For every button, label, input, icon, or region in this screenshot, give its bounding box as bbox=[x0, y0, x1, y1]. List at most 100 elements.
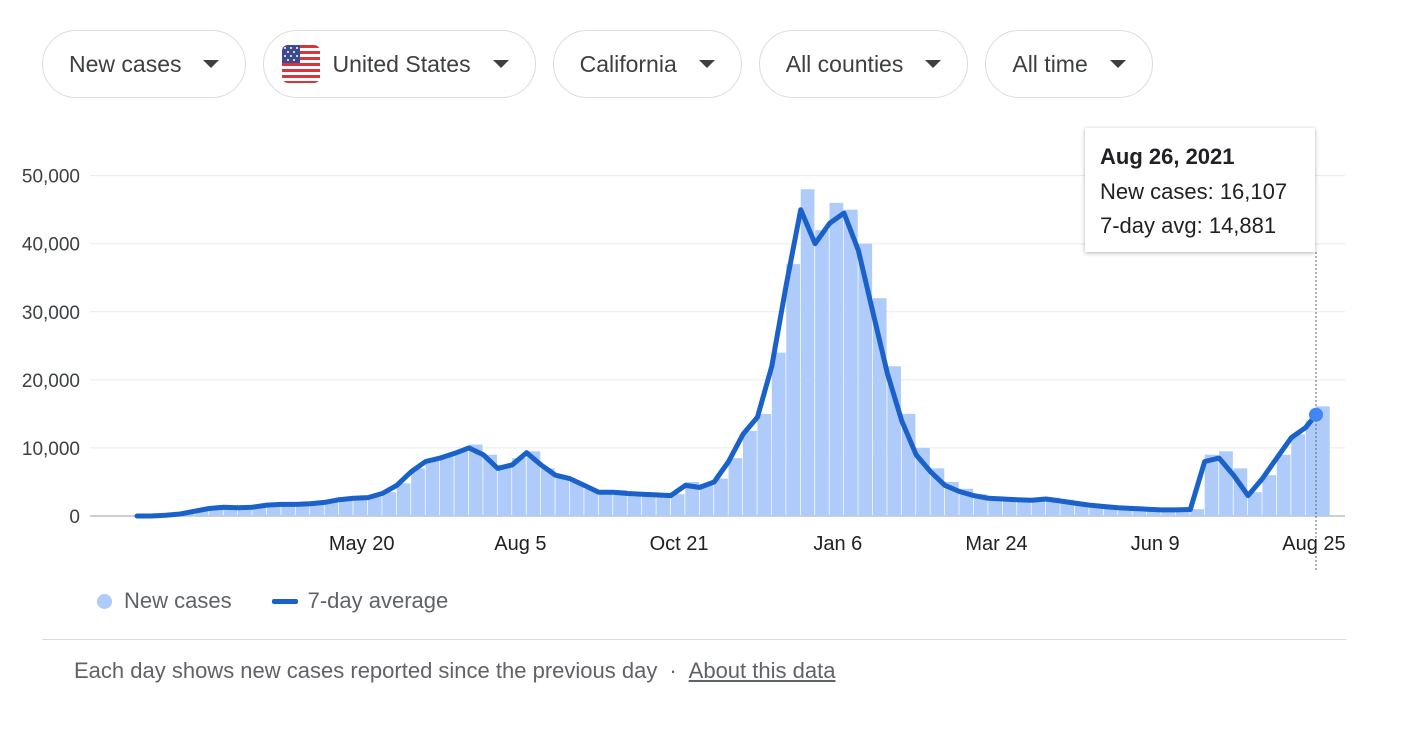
new-cases-bar bbox=[627, 493, 642, 516]
new-cases-bar bbox=[367, 496, 382, 516]
y-tick-label: 20,000 bbox=[22, 371, 80, 392]
new-cases-bar bbox=[252, 506, 267, 516]
period-dropdown[interactable]: All time bbox=[985, 30, 1153, 98]
x-tick-label: Jun 9 bbox=[1131, 533, 1180, 555]
new-cases-bar bbox=[237, 507, 252, 516]
footer-separator: · bbox=[669, 658, 677, 683]
new-cases-bar bbox=[223, 507, 238, 516]
tooltip-seven-day-avg: 7-day avg: 14,881 bbox=[1100, 213, 1277, 238]
new-cases-bar bbox=[555, 476, 570, 516]
new-cases-bar bbox=[266, 504, 281, 516]
x-tick-label: Jan 6 bbox=[813, 533, 862, 555]
new-cases-bar bbox=[194, 511, 209, 516]
new-cases-bar bbox=[497, 464, 512, 516]
period-dropdown-label: All time bbox=[1012, 50, 1088, 77]
tooltip-date: Aug 26, 2021 bbox=[1100, 144, 1235, 169]
county-dropdown-label: All counties bbox=[785, 50, 904, 77]
new-cases-bar bbox=[1316, 406, 1330, 516]
y-tick-label: 0 bbox=[69, 507, 80, 528]
new-cases-bar bbox=[757, 413, 772, 516]
new-cases-bar bbox=[1103, 505, 1118, 516]
new-cases-bar bbox=[584, 488, 598, 516]
new-cases-bar bbox=[411, 468, 425, 516]
new-cases-bar bbox=[1002, 497, 1017, 516]
new-cases-bar bbox=[699, 485, 714, 516]
chart-tooltip: Aug 26, 2021 New cases: 16,107 7-day avg… bbox=[1085, 128, 1315, 252]
y-tick-label: 50,000 bbox=[22, 167, 80, 188]
about-this-data-link[interactable]: About this data bbox=[688, 658, 836, 683]
new-cases-bar bbox=[468, 444, 483, 516]
new-cases-bar bbox=[540, 468, 555, 516]
new-cases-bar bbox=[1031, 498, 1046, 516]
new-cases-bar bbox=[685, 481, 699, 516]
caret-down-icon bbox=[203, 60, 220, 68]
new-cases-bar bbox=[771, 352, 786, 516]
new-cases-bar bbox=[295, 504, 310, 516]
new-cases-bar bbox=[656, 494, 671, 516]
y-tick-label: 40,000 bbox=[22, 235, 80, 256]
x-tick-label: Oct 21 bbox=[650, 533, 709, 555]
country-dropdown-label: United States bbox=[332, 50, 471, 77]
new-cases-bar bbox=[1262, 475, 1277, 516]
county-dropdown[interactable]: All counties bbox=[758, 30, 969, 98]
chart-legend: New cases 7-day average bbox=[97, 588, 448, 614]
caret-down-icon bbox=[698, 60, 715, 68]
new-cases-bar bbox=[454, 451, 469, 516]
seven-day-average-line bbox=[134, 207, 1319, 519]
new-cases-bar bbox=[1291, 434, 1305, 516]
x-axis: May 20 Aug 5 Oct 21 Jan 6 Mar 24 Jun 9 Aug 25 bbox=[329, 533, 1346, 555]
new-cases-bar bbox=[324, 501, 339, 516]
new-cases-bar bbox=[353, 498, 368, 516]
new-cases-bar bbox=[1247, 492, 1262, 516]
new-cases-bar bbox=[209, 508, 223, 516]
new-cases-bar bbox=[641, 494, 656, 516]
new-cases-bar bbox=[425, 460, 440, 516]
new-cases-bar bbox=[815, 230, 829, 516]
legend-new-cases-label: New cases bbox=[124, 588, 232, 613]
filter-bar: New cases U bbox=[42, 30, 1153, 98]
new-cases-bar bbox=[396, 483, 411, 516]
new-cases-legend-dot-icon bbox=[97, 593, 112, 609]
new-cases-bar bbox=[1276, 454, 1291, 516]
footer-divider bbox=[42, 639, 1346, 640]
new-cases-bar bbox=[1146, 509, 1161, 516]
new-cases-bar bbox=[1190, 509, 1204, 516]
cases-chart[interactable]: 0 10,000 20,000 30,000 40,000 50,000 May 20 Au… bbox=[0, 0, 1414, 590]
caret-down-icon bbox=[1109, 60, 1126, 68]
new-cases-bar bbox=[310, 503, 324, 516]
new-cases-bar bbox=[439, 455, 454, 516]
chart-footer: Each day shows new cases reported since … bbox=[74, 658, 835, 684]
new-cases-bar bbox=[613, 490, 627, 516]
country-dropdown[interactable]: United States bbox=[263, 30, 536, 98]
y-tick-label: 30,000 bbox=[22, 303, 80, 324]
hover-point-marker bbox=[1309, 407, 1323, 422]
new-cases-bar bbox=[569, 481, 584, 516]
new-cases-bar bbox=[512, 458, 526, 516]
new-cases-bar bbox=[1118, 507, 1132, 516]
new-cases-bar bbox=[1161, 509, 1176, 516]
new-cases-bar bbox=[526, 451, 541, 516]
caret-down-icon bbox=[925, 60, 942, 68]
metric-dropdown[interactable]: New cases bbox=[42, 30, 247, 98]
y-axis: 0 10,000 20,000 30,000 40,000 50,000 bbox=[22, 167, 80, 528]
region-dropdown-label: California bbox=[579, 50, 677, 77]
new-cases-bar bbox=[338, 498, 353, 516]
new-cases-bar bbox=[786, 264, 800, 516]
new-cases-bar bbox=[1204, 454, 1219, 516]
new-cases-bar bbox=[800, 189, 815, 516]
new-cases-bar bbox=[829, 202, 844, 516]
new-cases-bar bbox=[742, 430, 757, 516]
us-flag-icon bbox=[282, 45, 321, 83]
new-cases-bar bbox=[843, 209, 858, 516]
x-tick-label: Mar 24 bbox=[965, 533, 1027, 555]
new-cases-bar bbox=[1175, 509, 1190, 516]
new-cases-bar bbox=[714, 478, 728, 516]
new-cases-bar bbox=[1017, 498, 1031, 516]
new-cases-bar bbox=[382, 492, 396, 516]
new-cases-bar bbox=[598, 492, 613, 516]
y-tick-label: 10,000 bbox=[22, 439, 80, 460]
region-dropdown[interactable]: California bbox=[552, 30, 742, 98]
caret-down-icon bbox=[492, 60, 509, 68]
new-cases-bar bbox=[1132, 507, 1147, 516]
x-tick-label: May 20 bbox=[329, 533, 395, 555]
